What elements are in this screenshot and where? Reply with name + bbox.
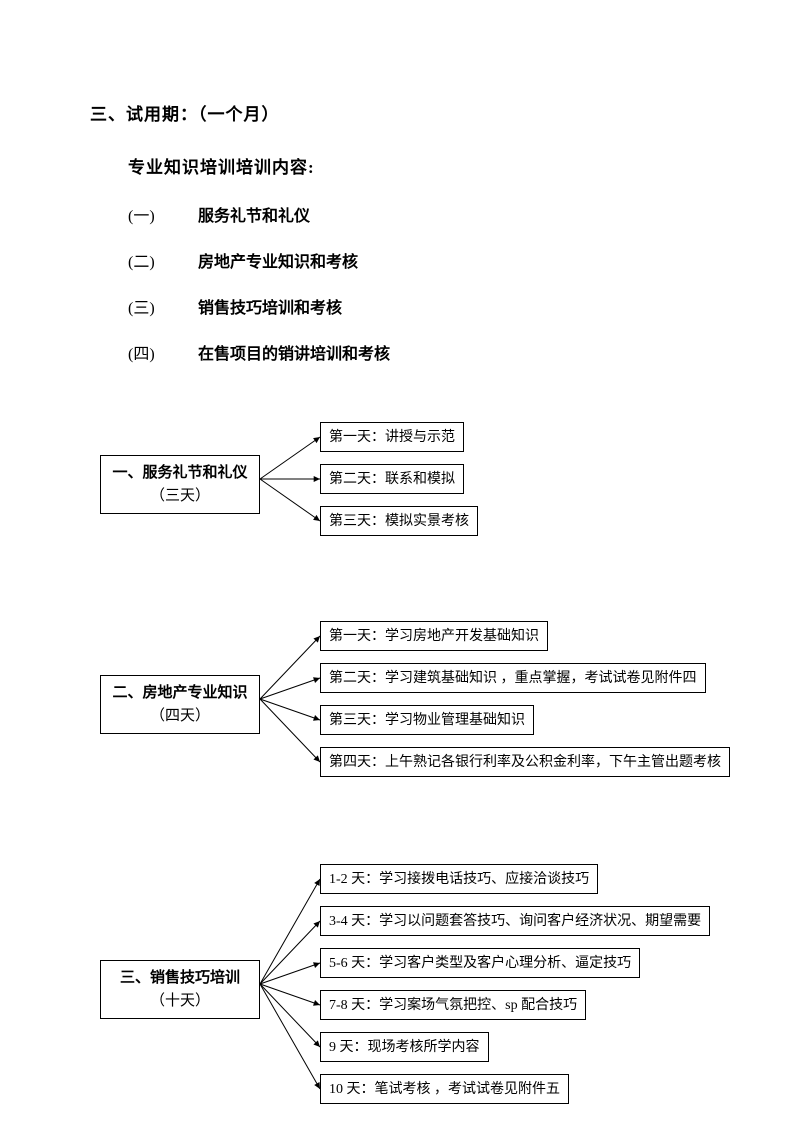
topic-num: (一) bbox=[128, 202, 198, 226]
target-box: 第三天：学习物业管理基础知识 bbox=[320, 705, 534, 735]
diagram-group: 二、房地产专业知识（四天）第一天：学习房地产开发基础知识第二天：学习建筑基础知识… bbox=[90, 604, 710, 794]
diagram-group: 三、销售技巧培训（十天）1-2 天：学习接拨电话技巧、应接洽谈技巧3-4 天：学… bbox=[90, 844, 710, 1124]
target-box: 5-6 天：学习客户类型及客户心理分析、逼定技巧 bbox=[320, 948, 640, 978]
topic-item: (一)服务礼节和礼仪 bbox=[128, 202, 710, 226]
target-box: 1-2 天：学习接拨电话技巧、应接洽谈技巧 bbox=[320, 864, 598, 894]
target-box: 第一天：讲授与示范 bbox=[320, 422, 464, 452]
target-box: 第二天：学习建筑基础知识 ，重点掌握，考试试卷见附件四 bbox=[320, 663, 706, 693]
topic-item: (三)销售技巧培训和考核 bbox=[128, 294, 710, 318]
topic-text: 服务礼节和礼仪 bbox=[198, 202, 310, 226]
section-heading: 三、试用期：（一个月） bbox=[90, 100, 710, 125]
target-box: 第四天：上午熟记各银行利率及公积金利率，下午主管出题考核 bbox=[320, 747, 730, 777]
target-box: 第三天：模拟实景考核 bbox=[320, 506, 478, 536]
topic-text: 在售项目的销讲培训和考核 bbox=[198, 340, 390, 364]
diagram-area: 一、服务礼节和礼仪（三天）第一天：讲授与示范第二天：联系和模拟第三天：模拟实景考… bbox=[90, 404, 710, 1124]
topic-num: (三) bbox=[128, 294, 198, 318]
target-box: 3-4 天：学习以问题套答技巧、询问客户经济状况、期望需要 bbox=[320, 906, 710, 936]
topic-item: (二)房地产专业知识和考核 bbox=[128, 248, 710, 272]
topic-num: (二) bbox=[128, 248, 198, 272]
topic-text: 房地产专业知识和考核 bbox=[198, 248, 358, 272]
target-box: 第二天：联系和模拟 bbox=[320, 464, 464, 494]
topic-text: 销售技巧培训和考核 bbox=[198, 294, 342, 318]
topic-num: (四) bbox=[128, 340, 198, 364]
target-box: 10 天：笔试考核 ，考试试卷见附件五 bbox=[320, 1074, 569, 1104]
target-box: 9 天：现场考核所学内容 bbox=[320, 1032, 489, 1062]
topic-item: (四)在售项目的销讲培训和考核 bbox=[128, 340, 710, 364]
topic-list: (一)服务礼节和礼仪(二)房地产专业知识和考核(三)销售技巧培训和考核(四)在售… bbox=[90, 202, 710, 364]
section-subheading: 专业知识培训培训内容: bbox=[128, 153, 710, 178]
target-box: 7-8 天：学习案场气氛把控、sp 配合技巧 bbox=[320, 990, 586, 1020]
diagram-group: 一、服务礼节和礼仪（三天）第一天：讲授与示范第二天：联系和模拟第三天：模拟实景考… bbox=[90, 404, 710, 554]
target-box: 第一天：学习房地产开发基础知识 bbox=[320, 621, 548, 651]
